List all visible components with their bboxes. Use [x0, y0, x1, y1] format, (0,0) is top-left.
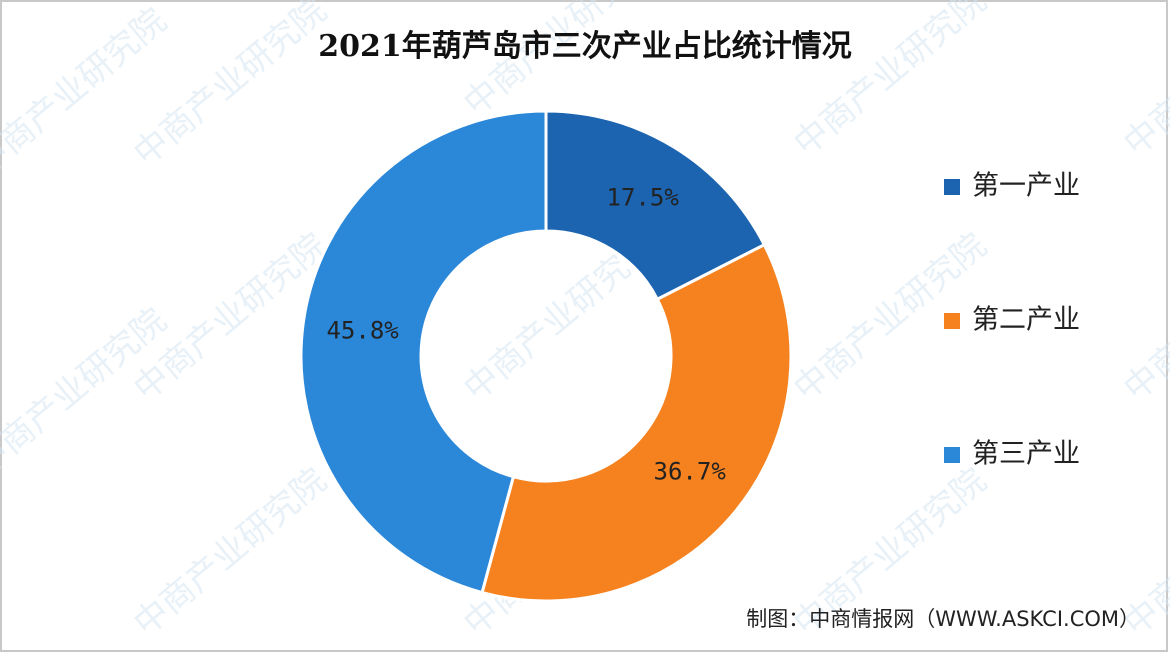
data-label: 17.5% [607, 183, 680, 211]
data-label: 45.8% [326, 317, 399, 345]
donut: 17.5% 36.7% 45.8% [299, 109, 793, 603]
legend-swatch [944, 447, 960, 463]
legend-label: 第三产业 [972, 439, 1080, 470]
donut-segment [299, 109, 548, 595]
data-label: 36.7% [654, 458, 727, 486]
legend-swatch [944, 179, 960, 195]
source-note: 制图：中商情报网（WWW.ASKCI.COM） [746, 607, 1140, 631]
legend-label: 第二产业 [972, 305, 1080, 336]
legend-label: 第一产业 [972, 171, 1080, 202]
donut-segment [480, 242, 793, 603]
legend-swatch [944, 313, 960, 329]
chart-title: 2021年葫芦岛市三次产业占比统计情况 [318, 29, 852, 64]
donut-segment [544, 109, 767, 302]
